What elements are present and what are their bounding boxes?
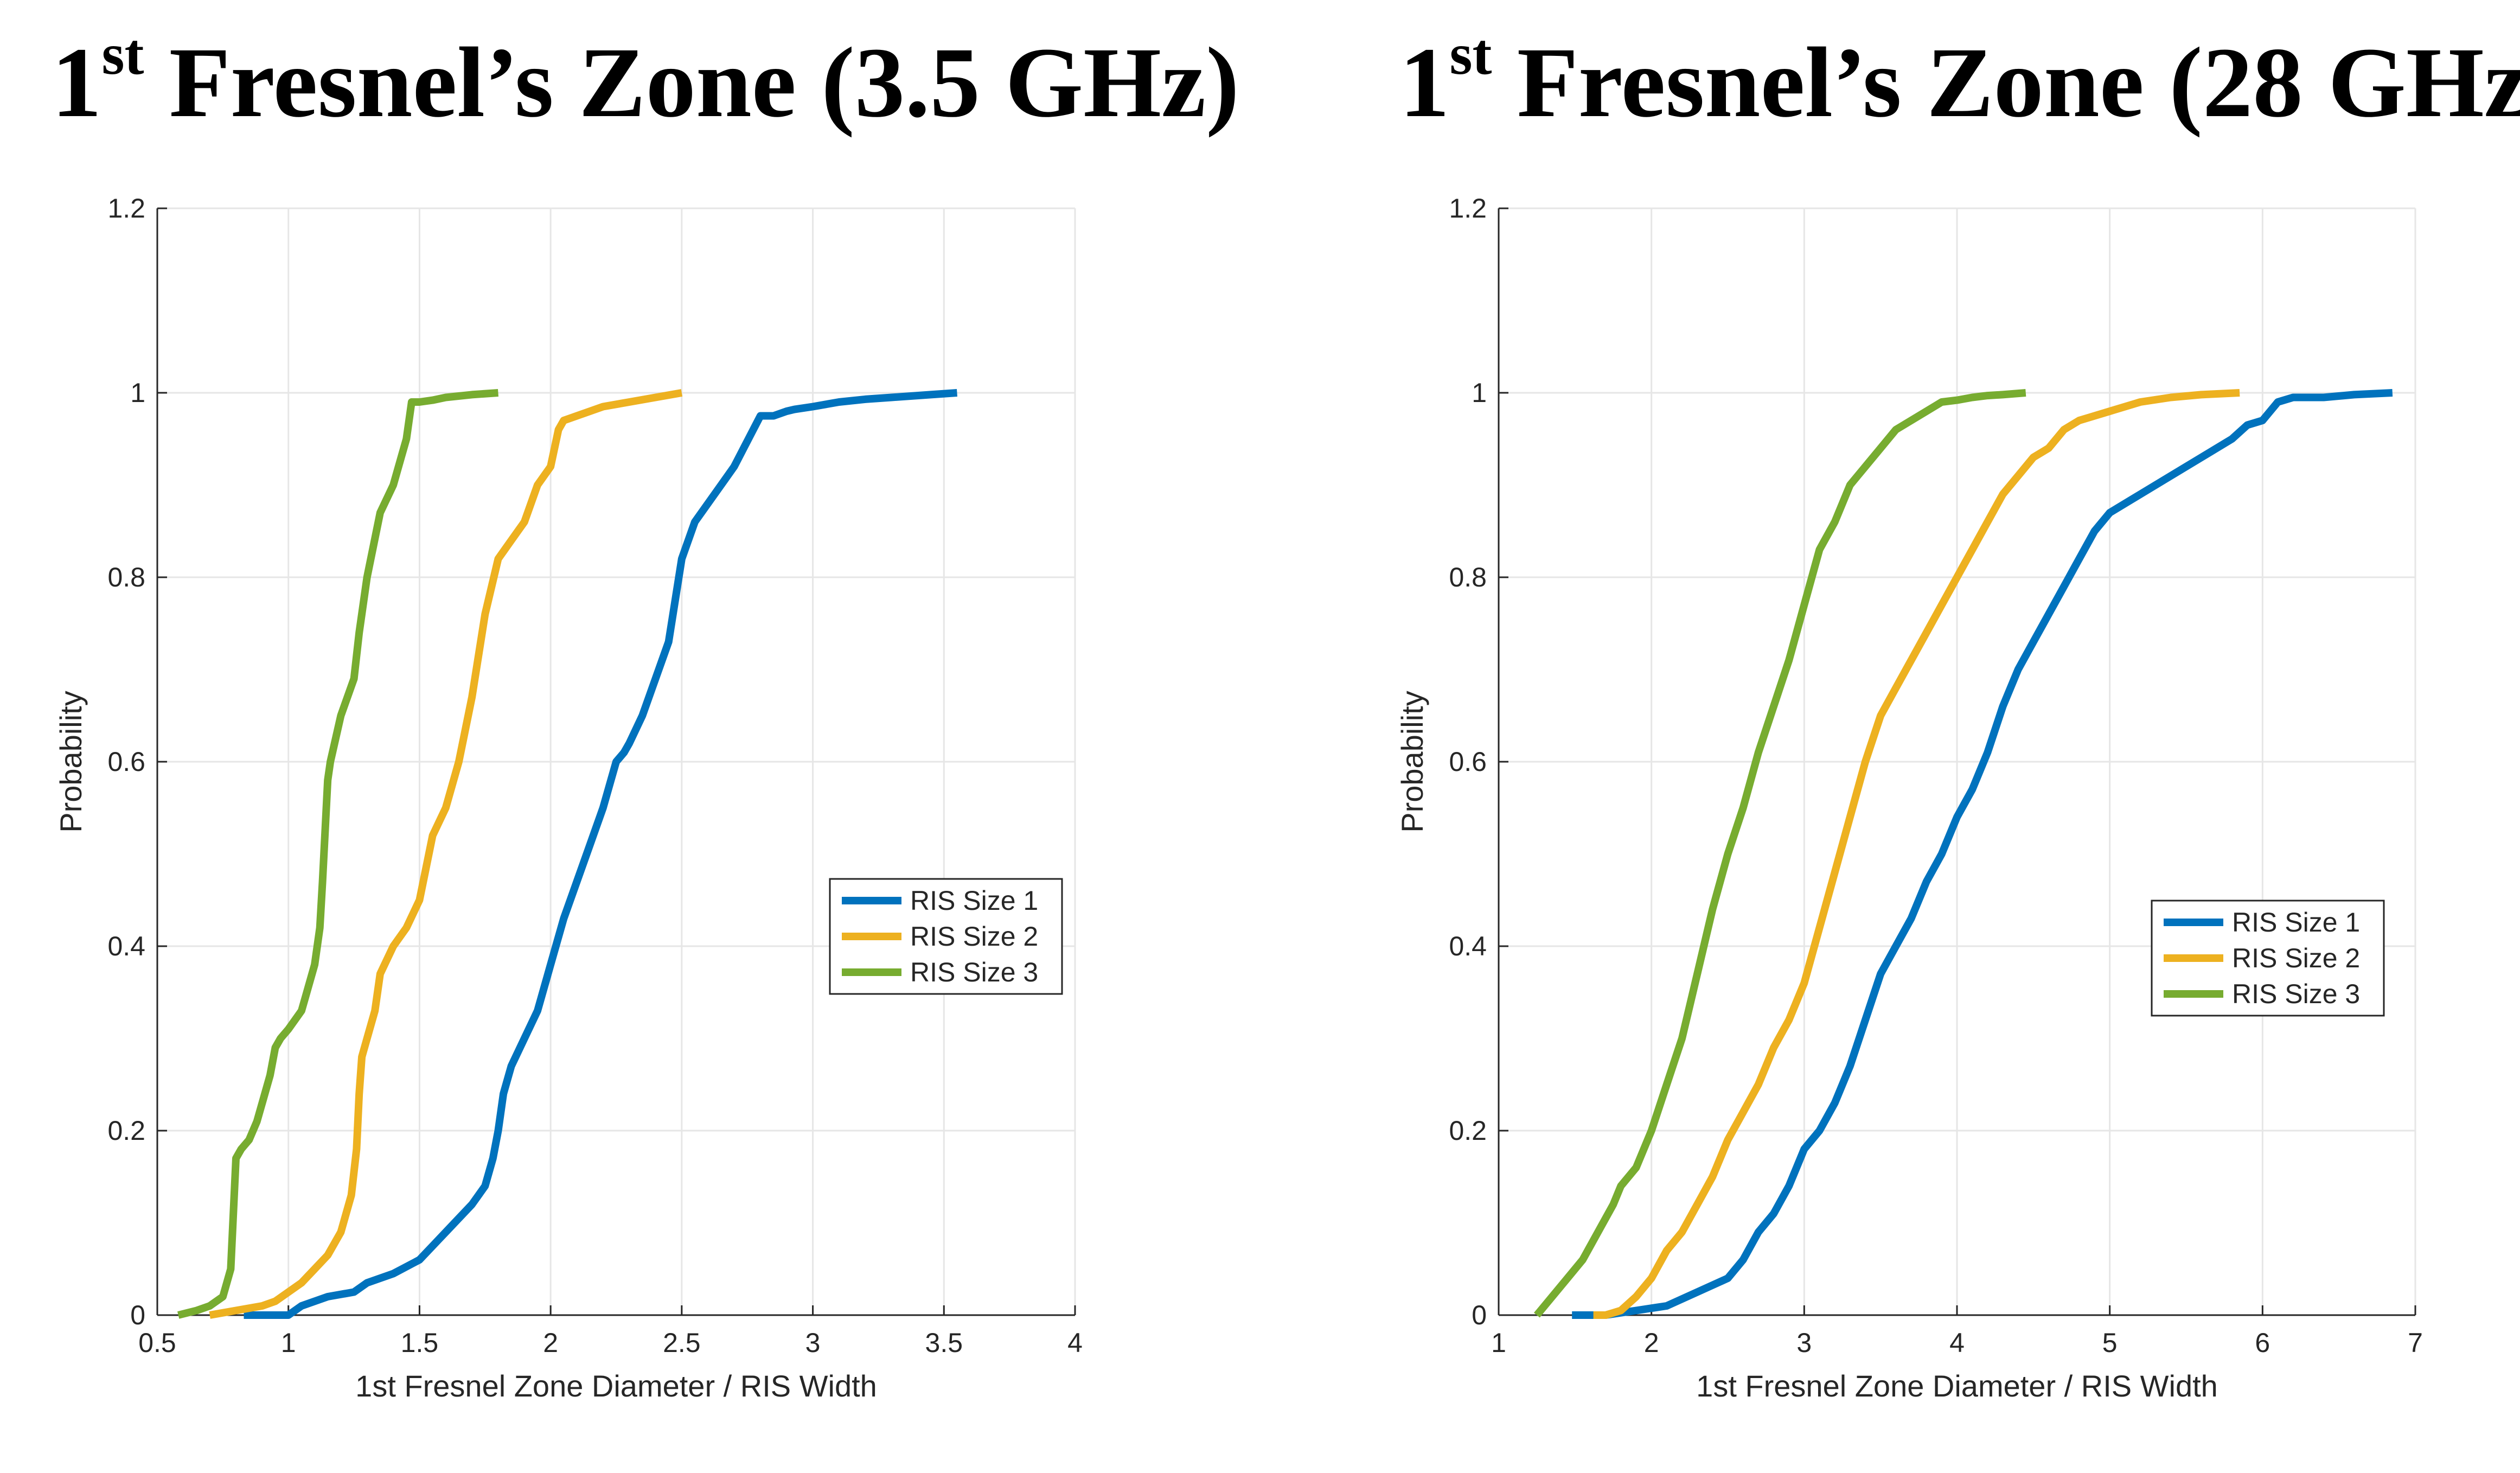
chart-title-28ghz: 1st Fresnel’s Zone (28 GHz) bbox=[1399, 25, 2520, 133]
y-axis-label: Probability bbox=[1395, 691, 1429, 832]
series-line-ris-size-1 bbox=[244, 389, 957, 1319]
y-tick-label: 0.4 bbox=[1449, 931, 1487, 961]
title-number: 1 bbox=[52, 27, 102, 138]
series-line-ris-size-2 bbox=[209, 389, 683, 1319]
y-tick-label: 0 bbox=[130, 1300, 145, 1330]
y-tick-label: 1 bbox=[1472, 378, 1487, 408]
chart-0: 0.5 1 1.5 2 2.5 3 3.5 4 0 0.2 0.4 0.6 0.8 1 1.2 1st Fre… bbox=[54, 193, 1083, 1403]
x-tick-label: 3 bbox=[805, 1328, 821, 1358]
x-tick-label: 1 bbox=[1491, 1328, 1506, 1358]
y-tick-label: 0.4 bbox=[107, 931, 145, 961]
series-line-ris-size-1 bbox=[1572, 389, 2393, 1319]
y-tick-label: 1.2 bbox=[107, 193, 145, 224]
legend-label: RIS Size 1 bbox=[910, 885, 1038, 916]
x-tick-label: 7 bbox=[2408, 1328, 2423, 1358]
y-tick-label: 0.8 bbox=[107, 562, 145, 592]
x-tick-label: 2.5 bbox=[663, 1328, 701, 1358]
title-text: Fresnel’s Zone (3.5 GHz) bbox=[144, 27, 1239, 138]
legend-label: RIS Size 3 bbox=[2232, 979, 2360, 1009]
legend: RIS Size 1 RIS Size 2 RIS Size 3 bbox=[2151, 900, 2385, 1017]
x-tick-label: 5 bbox=[2102, 1328, 2118, 1358]
title-number: 1 bbox=[1399, 27, 1450, 138]
y-axis-label: Probability bbox=[54, 691, 88, 832]
series-line-ris-size-3 bbox=[177, 389, 498, 1319]
legend-label: RIS Size 2 bbox=[2232, 943, 2360, 973]
x-tick-label: 3 bbox=[1796, 1328, 1812, 1358]
x-axis-label: 1st Fresnel Zone Diameter / RIS Width bbox=[1696, 1369, 2218, 1403]
y-tick-label: 1 bbox=[130, 378, 145, 408]
title-superscript: st bbox=[101, 22, 144, 87]
y-tick-label: 0.6 bbox=[107, 747, 145, 777]
legend: RIS Size 1 RIS Size 2 RIS Size 3 bbox=[829, 878, 1063, 995]
x-tick-label: 3.5 bbox=[925, 1328, 963, 1358]
x-tick-label: 2 bbox=[543, 1328, 558, 1358]
chart-title-3-5ghz: 1st Fresnel’s Zone (3.5 GHz) bbox=[52, 25, 1239, 133]
x-tick-label: 1.5 bbox=[401, 1328, 439, 1358]
y-tick-label: 1.2 bbox=[1449, 193, 1487, 224]
x-tick-label: 2 bbox=[1644, 1328, 1659, 1358]
x-tick-label: 6 bbox=[2255, 1328, 2270, 1358]
x-tick-label: 4 bbox=[1949, 1328, 1965, 1358]
legend-label: RIS Size 1 bbox=[2232, 907, 2360, 938]
x-tick-label: 1 bbox=[281, 1328, 296, 1358]
x-tick-label: 0.5 bbox=[138, 1328, 176, 1358]
legend-label: RIS Size 3 bbox=[910, 957, 1038, 987]
y-tick-label: 0 bbox=[1472, 1300, 1487, 1330]
chart-1: 1 2 3 4 5 6 7 0 0.2 0.4 0.6 0.8 1 1.2 1st Fresnel Zone… bbox=[1395, 193, 2423, 1403]
title-superscript: st bbox=[1449, 22, 1492, 87]
series-line-ris-size-3 bbox=[1534, 389, 2026, 1318]
series-line-ris-size-2 bbox=[1593, 389, 2240, 1319]
y-tick-label: 0.6 bbox=[1449, 747, 1487, 777]
legend-label: RIS Size 2 bbox=[910, 921, 1038, 952]
y-tick-label: 0.8 bbox=[1449, 562, 1487, 592]
y-tick-label: 0.2 bbox=[107, 1115, 145, 1146]
x-tick-label: 4 bbox=[1067, 1328, 1083, 1358]
title-text: Fresnel’s Zone (28 GHz) bbox=[1492, 27, 2520, 138]
y-tick-label: 0.2 bbox=[1449, 1115, 1487, 1146]
x-axis-label: 1st Fresnel Zone Diameter / RIS Width bbox=[355, 1369, 877, 1403]
